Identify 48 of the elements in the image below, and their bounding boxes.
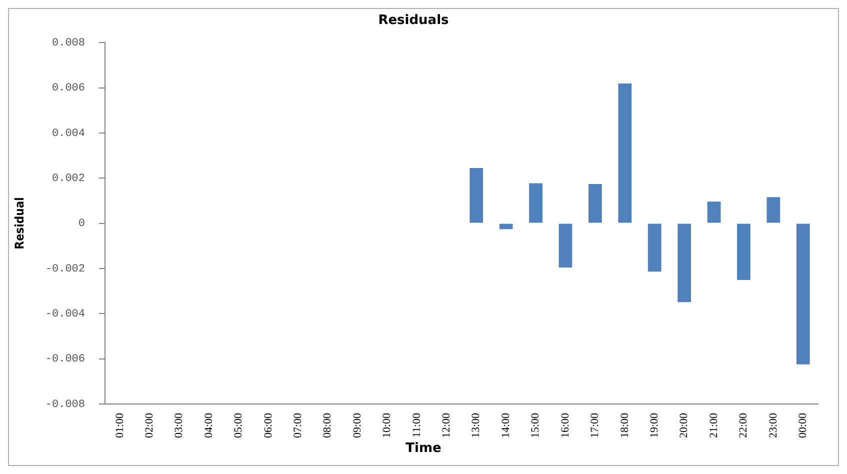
y-tick-label: -0.008 (45, 398, 86, 411)
x-tick-label: 02:00 (143, 412, 156, 438)
x-tick-label: 06:00 (262, 412, 274, 438)
bar (766, 197, 780, 223)
x-tick-label: 11:00 (410, 412, 423, 438)
bar (470, 168, 484, 223)
bar (618, 83, 632, 223)
x-tick-label: 10:00 (381, 412, 394, 438)
x-tick-label: 12:00 (440, 412, 453, 438)
y-tick-label: 0 (78, 218, 86, 230)
y-tick-label: 0.008 (52, 38, 86, 50)
bar (737, 224, 750, 280)
bar (588, 184, 602, 223)
y-tick-label: 0.004 (52, 128, 86, 140)
x-tick-label: 00:00 (797, 412, 810, 438)
y-tick-label: -0.006 (45, 354, 86, 366)
y-tick-label: 0.002 (52, 173, 86, 186)
x-tick-label: 05:00 (232, 412, 245, 438)
x-tick-label: 14:00 (500, 412, 512, 438)
x-tick-label: 13:00 (470, 412, 482, 438)
chart-title: Residuals (378, 13, 450, 28)
bar (558, 224, 572, 268)
x-tick-label: 16:00 (559, 412, 572, 438)
bar (796, 224, 810, 364)
x-tick-label: 19:00 (648, 412, 660, 438)
x-tick-label: 08:00 (322, 412, 334, 438)
bar (707, 202, 721, 223)
y-tick-label: -0.002 (45, 263, 86, 276)
x-tick-label: 09:00 (351, 412, 364, 438)
x-tick-label: 20:00 (678, 412, 690, 438)
x-tick-label: 01:00 (114, 412, 126, 438)
x-tick-label: 15:00 (530, 412, 542, 438)
bar (678, 224, 691, 302)
x-tick-label: 21:00 (708, 412, 720, 438)
y-tick-label: 0.006 (52, 82, 86, 95)
bar (499, 224, 513, 230)
x-tick-label: 23:00 (767, 412, 780, 438)
bar (529, 183, 542, 223)
x-tick-label: 03:00 (173, 412, 186, 438)
x-tick-label: 17:00 (589, 412, 602, 438)
bar (648, 224, 662, 272)
x-axis-title: Time (404, 441, 442, 456)
y-axis-title: Residual (12, 197, 26, 250)
y-tick-label: -0.004 (45, 308, 86, 321)
x-tick-label: 07:00 (292, 412, 304, 438)
x-tick-label: 18:00 (618, 412, 631, 438)
x-tick-label: 04:00 (202, 412, 215, 438)
x-tick-label: 22:00 (738, 412, 750, 438)
